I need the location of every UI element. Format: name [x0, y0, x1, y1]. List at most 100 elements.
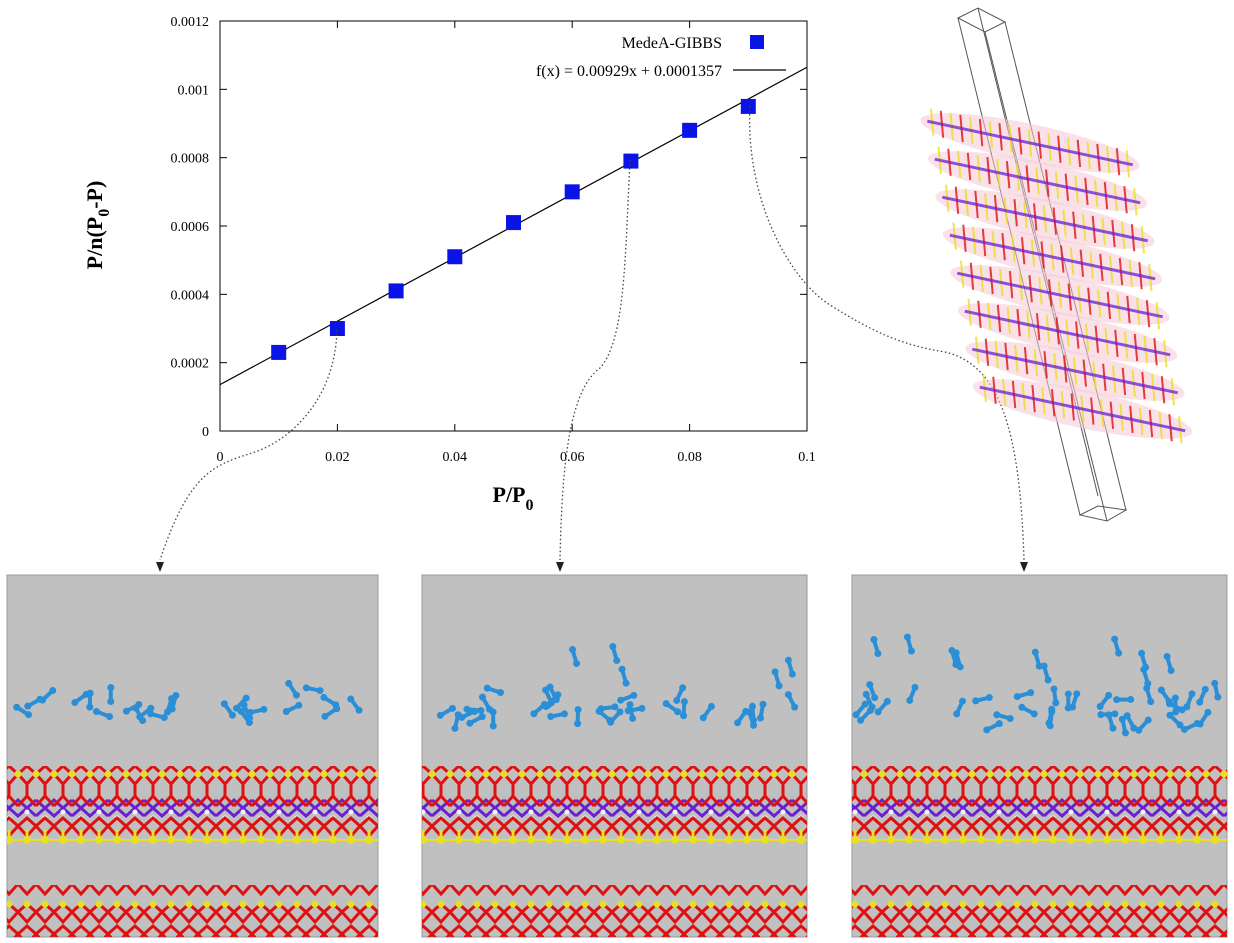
data-point	[623, 153, 639, 169]
molecule	[574, 706, 582, 728]
molecule	[595, 707, 614, 724]
molecule-desorbed	[903, 633, 915, 655]
molecule	[1069, 690, 1081, 711]
leader-line-1	[159, 329, 338, 561]
molecule	[953, 697, 967, 718]
adsorbed-molecules	[13, 679, 363, 727]
x-tick-label: 0.1	[798, 450, 816, 465]
molecule	[784, 691, 799, 711]
zeolite-layer-lower	[7, 885, 378, 937]
molecule	[1183, 690, 1196, 711]
molecule	[478, 693, 493, 713]
molecule	[24, 695, 44, 710]
data-point	[271, 344, 287, 360]
molecule	[1050, 685, 1060, 707]
molecule	[1180, 720, 1201, 733]
data-point	[329, 321, 345, 336]
layer-disc	[957, 298, 1178, 368]
molecule	[1157, 686, 1173, 706]
x-tick-label: 0	[217, 450, 224, 465]
molecule	[86, 689, 94, 711]
molecule	[285, 679, 300, 699]
chart: 0 0.02 0.04 0.06 0.08 0.1 0 0.0002 0.0004 0.0006…	[82, 15, 816, 514]
molecule	[463, 705, 485, 715]
leader-arrow-1	[156, 562, 164, 572]
molecule	[862, 690, 876, 711]
y-tick-label: 0.0002	[171, 357, 210, 372]
molecule	[107, 684, 115, 706]
molecule	[1123, 712, 1138, 732]
molecule	[972, 694, 993, 705]
molecule-desorbed	[609, 643, 621, 665]
molecule	[1018, 703, 1038, 718]
x-tick-label: 0.06	[560, 450, 585, 465]
molecule	[617, 691, 638, 704]
molecule	[1196, 685, 1209, 706]
x-axis-title: P/P0	[493, 482, 534, 514]
zeolite-layer	[852, 762, 1227, 862]
adsorbed-molecules	[852, 633, 1222, 737]
molecule	[92, 707, 114, 721]
layer-disc	[942, 222, 1163, 292]
molecule	[147, 710, 168, 722]
molecule	[1118, 715, 1129, 737]
molecule	[232, 694, 250, 712]
molecule	[983, 720, 1003, 734]
zeolite-layer-lower	[422, 885, 807, 937]
molecule	[220, 700, 236, 719]
molecule	[748, 702, 758, 724]
molecule	[547, 710, 568, 720]
molecule	[680, 698, 688, 720]
layer-disc	[935, 184, 1155, 254]
y-tick-label: 0.001	[178, 83, 210, 98]
molecule	[347, 695, 363, 714]
leader-line-2	[559, 159, 631, 561]
layer-disc	[972, 374, 1193, 444]
legend-fit-label: f(x) = 0.00929x + 0.0001357	[536, 63, 722, 80]
molecule	[1096, 691, 1113, 711]
y-tick-label: 0.0004	[171, 288, 210, 303]
molecule	[699, 702, 715, 722]
y-axis-title-end: -P)	[82, 181, 107, 209]
molecule-desorbed	[618, 665, 630, 687]
snapshot-panel-mid	[421, 574, 808, 938]
molecule-desorbed	[1163, 652, 1175, 674]
molecule	[451, 711, 462, 732]
layer-disc	[920, 108, 1140, 178]
molecule	[71, 690, 90, 707]
x-axis-title-main: P/P	[493, 482, 526, 507]
molecule	[302, 684, 324, 695]
zeolite-layer-lower	[852, 885, 1227, 937]
y-tick-label: 0.0012	[171, 15, 210, 30]
molecule-desorbed	[1138, 649, 1150, 671]
snapshot-panel-low	[6, 574, 379, 938]
leader-arrow-2	[556, 562, 564, 572]
adsorbent-layers	[920, 108, 1193, 444]
molecule	[757, 700, 767, 722]
data-points	[271, 98, 756, 360]
molecule	[240, 701, 254, 722]
molecule	[320, 693, 340, 709]
snapshot-panel-high	[851, 574, 1228, 938]
x-axis-title-sub: 0	[526, 497, 534, 514]
zeolite-layer	[7, 755, 378, 855]
layer-disc	[950, 260, 1170, 330]
data-point	[740, 98, 756, 114]
data-point	[506, 215, 521, 231]
legend-series-marker	[750, 35, 764, 49]
molecule	[852, 700, 869, 719]
zeolite-layer	[422, 755, 807, 855]
molecule-desorbed	[771, 668, 783, 690]
molecule	[13, 703, 33, 719]
legend-series-label: MedeA-GIBBS	[622, 35, 722, 52]
molecule	[866, 681, 879, 702]
molecule	[1105, 711, 1117, 732]
molecule	[282, 701, 303, 715]
x-tick-label: 0.08	[677, 450, 702, 465]
y-axis-title-sub: 0	[96, 209, 113, 217]
molecule	[1166, 711, 1184, 729]
y-axis-ticks: 0 0.0002 0.0004 0.0006 0.0008 0.001 0.0012	[171, 15, 807, 440]
molecule	[993, 711, 1014, 723]
adsorbed-molecules	[436, 643, 799, 732]
